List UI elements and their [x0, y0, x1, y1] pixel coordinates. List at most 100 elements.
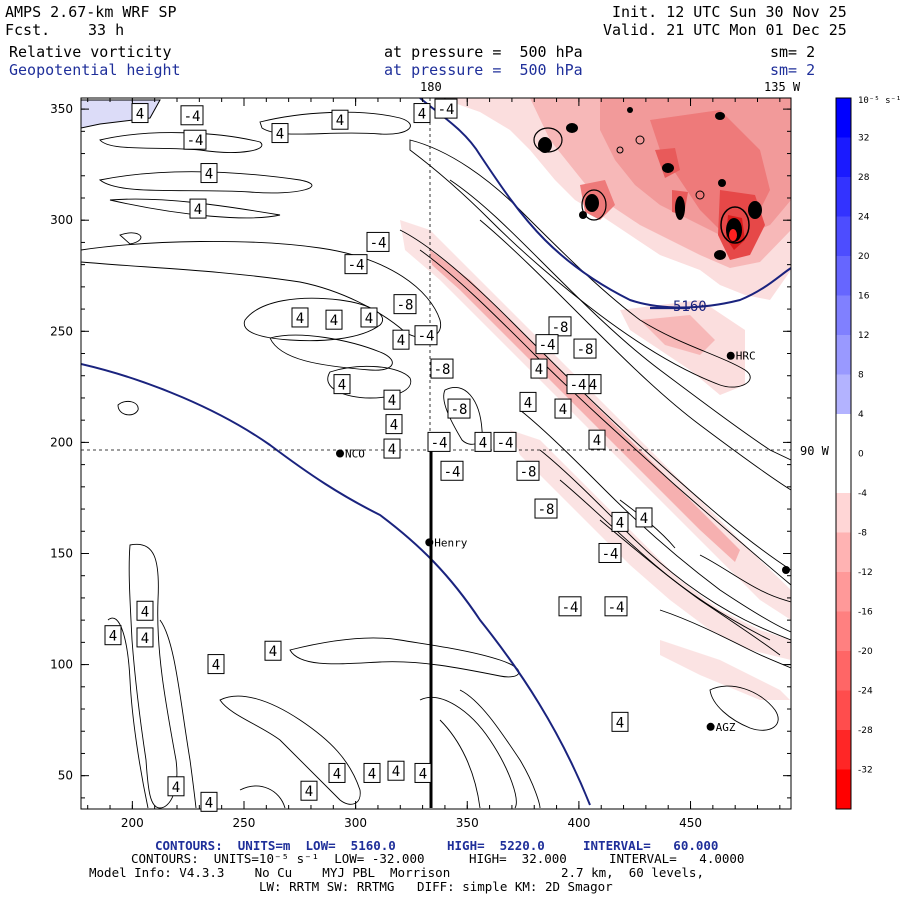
contour-label-text: 4 — [524, 395, 532, 411]
contour-label-box — [387, 760, 405, 781]
contour-label-text: 4 — [336, 113, 344, 129]
contour-label-text: 4 — [330, 313, 338, 329]
contour-label: 4 — [300, 780, 318, 801]
contour-label: -4 — [558, 596, 582, 617]
contour-label: -4 — [414, 325, 438, 346]
contour-label-box — [136, 627, 154, 648]
colorbar-swatch — [836, 690, 851, 731]
colorbar-label: -28 — [858, 726, 873, 736]
vorticity-contours — [81, 111, 791, 809]
footer-physics: LW: RRTM SW: RRTMG DIFF: simple KM: 2D S… — [259, 879, 613, 894]
contour-label-box — [558, 596, 582, 617]
contour-label-text: 4 — [365, 311, 373, 327]
lon-label-135w: 135 W — [764, 80, 801, 94]
contour-label-text: -4 — [539, 338, 556, 354]
footer-height-high: HIGH= 5220.0 — [447, 838, 545, 853]
y-tick-label: 100 — [50, 658, 73, 672]
y-tick-label: 150 — [50, 546, 73, 560]
contour-label: 4 — [328, 762, 346, 783]
contour-label-text: 4 — [141, 631, 149, 647]
contour-label: 4 — [136, 600, 154, 621]
field2-smoothing: sm= 2 — [770, 61, 816, 79]
contour-label: -4 — [604, 596, 628, 617]
contour-label-text: 4 — [418, 107, 426, 123]
contour-label-box — [392, 329, 410, 350]
contour-label: 4 — [383, 438, 401, 459]
lon-label-180: 180 — [420, 80, 442, 94]
y-tick-label: 50 — [58, 769, 73, 783]
colorbar: 32 28 24 20 16 12 8 4 0 -4 -8 -12 -16 -20 -24 -28 -32 — [835, 97, 873, 810]
colorbar-label: 28 — [858, 173, 870, 183]
contour-label-text: 4 — [388, 442, 396, 458]
contour-label: -4 — [183, 129, 207, 150]
contour-label-text: -4 — [370, 235, 387, 251]
x-tick-label: 300 — [344, 816, 367, 830]
y-tick-label: 250 — [50, 324, 73, 338]
colorbar-swatch — [836, 611, 851, 652]
contour-label-box — [363, 762, 381, 783]
colorbar-label: 0 — [858, 450, 864, 460]
colorbar-label: -16 — [858, 608, 873, 618]
contour-label-box — [611, 711, 629, 732]
contour-label-text: -4 — [444, 464, 461, 480]
contour-label: 4 — [189, 198, 207, 219]
forecast-label: Fcst. — [5, 21, 51, 39]
contour-label: -4 — [493, 431, 517, 452]
contour-label-text: 4 — [141, 604, 149, 620]
contour-label: -4 — [598, 542, 622, 563]
field2-name: Geopotential height — [9, 61, 181, 79]
contour-label: -4 — [366, 231, 390, 252]
contour-label-text: -4 — [497, 435, 514, 451]
colorbar-swatch — [836, 532, 851, 573]
colorbar-swatch — [836, 730, 851, 770]
colorbar-label: 16 — [858, 292, 870, 302]
contour-label-text: 4 — [194, 202, 202, 218]
colorbar-swatch — [836, 769, 851, 810]
height-contours — [81, 98, 791, 806]
contour-label-box — [554, 398, 572, 419]
footer-vort-interval: INTERVAL= 4.0000 — [609, 851, 745, 866]
station-label: NCO — [345, 448, 365, 461]
contour-label: 4 — [200, 791, 218, 812]
colorbar-label: -32 — [858, 766, 873, 776]
colorbar-label: -24 — [858, 687, 873, 697]
contour-label-text: -8 — [451, 402, 468, 418]
contour-label-text: 4 — [589, 378, 597, 394]
contour-label-text: -8 — [577, 342, 594, 358]
x-axis: 200 250 300 350 400 450 — [87, 98, 781, 830]
contour-label-box — [604, 596, 628, 617]
contour-label-box — [588, 429, 606, 450]
contour-label: 4 — [167, 776, 185, 797]
contour-label-box — [393, 294, 417, 315]
init-time: Init. 12 UTC Sun 30 Nov 25 — [612, 3, 847, 21]
contour-label-box — [189, 198, 207, 219]
colorbar-swatch — [836, 137, 851, 178]
contour-label-text: 4 — [559, 402, 567, 418]
contour-label-box — [200, 791, 218, 812]
contour-label-box — [291, 307, 309, 328]
contour-label-text: 4 — [136, 107, 144, 123]
colorbar-label: -12 — [858, 568, 873, 578]
colorbar-label: 8 — [858, 371, 864, 381]
station-label: AGZ — [716, 721, 736, 734]
plot-frame — [80, 97, 792, 810]
contour-label: 4 — [360, 307, 378, 328]
contour-label-text: 4 — [640, 511, 648, 527]
contour-label-box — [180, 105, 204, 126]
contour-label: -8 — [447, 398, 471, 419]
contour-label-box — [366, 231, 390, 252]
contour-label-box — [413, 103, 431, 124]
contour-label-text: 4 — [397, 333, 405, 349]
contour-label-box — [474, 431, 492, 452]
contour-label-text: 4 — [616, 515, 624, 531]
contour-label-box — [447, 398, 471, 419]
contour-label-box — [635, 507, 653, 528]
contour-label-box — [207, 654, 225, 675]
contour-label: 4 — [104, 625, 122, 646]
contour-label: 4 — [635, 507, 653, 528]
y-tick-label: 350 — [50, 102, 73, 116]
contour-label-box — [331, 109, 349, 130]
x-tick-label: 200 — [121, 816, 144, 830]
contour-label-text: 4 — [419, 766, 427, 782]
